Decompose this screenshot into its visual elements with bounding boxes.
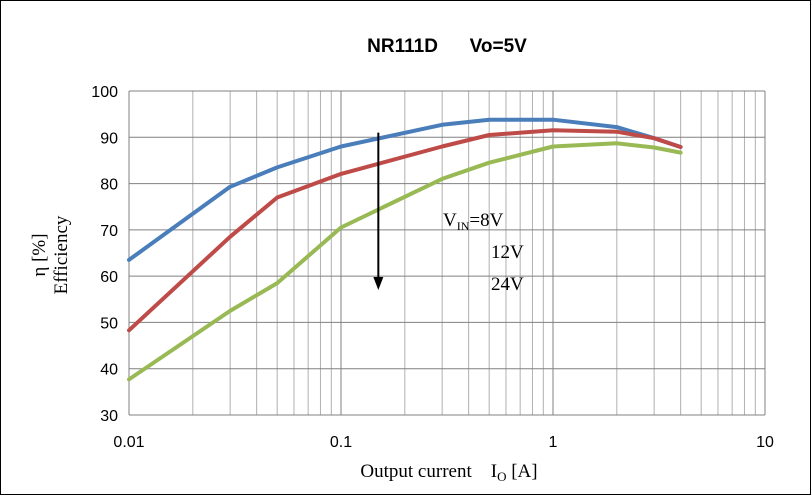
plot-grid [128, 90, 766, 416]
y-tick-label: 30 [100, 408, 118, 425]
y-axis-label-text: Efficiency [51, 215, 72, 294]
y-tick-label: 50 [100, 315, 118, 332]
arrow-head [373, 277, 384, 291]
x-tick-label: 0.01 [113, 434, 144, 451]
series-line-1 [127, 117, 683, 262]
chart-title: NR111D Vo=5V [367, 36, 527, 57]
y-tick-label: 40 [100, 362, 118, 379]
x-tick-label: 10 [756, 434, 774, 451]
y-tick-label: 90 [100, 130, 118, 147]
x-axis-label-main: Output current I [360, 461, 497, 482]
vin-24v-label: 24V [491, 274, 524, 295]
x-tick-label: 1 [549, 434, 558, 451]
vin-value: =8V [469, 210, 503, 231]
vin-12v-label: 12V [491, 242, 524, 263]
x-axis-label: Output current IO [A] [360, 461, 537, 484]
series-lines [127, 117, 683, 382]
y-tick-label: 60 [100, 269, 118, 286]
y-tick-label: 80 [100, 177, 118, 194]
y-tick-labels: 30 40 50 60 70 80 90 100 [91, 84, 118, 425]
series-line-2 [127, 128, 683, 333]
y-tick-label: 70 [100, 223, 118, 240]
vin-prefix: V [443, 210, 457, 231]
x-tick-labels: 0.01 0.1 1 10 [113, 434, 774, 451]
x-tick-label: 0.1 [330, 434, 352, 451]
series-line-3 [127, 141, 683, 382]
y-tick-label: 100 [91, 84, 118, 101]
trend-arrow [373, 132, 384, 291]
vin-subscript: IN [457, 219, 470, 233]
x-axis-label-sub: O [497, 469, 506, 484]
y-axis-label-symbol: η [%] [29, 233, 50, 276]
x-axis-label-unit: [A] [506, 461, 537, 482]
vin-8v-label: VIN=8V [443, 210, 504, 233]
